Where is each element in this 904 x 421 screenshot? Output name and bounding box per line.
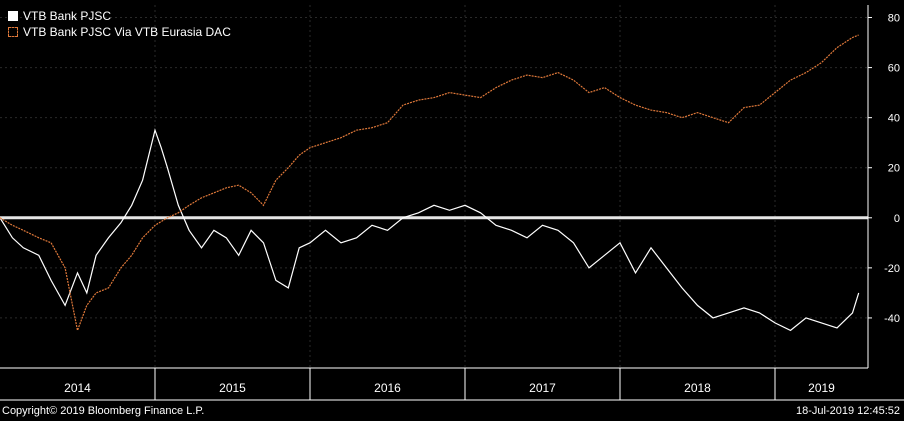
y-tick-label: 20 <box>888 163 900 175</box>
y-tick-label: -40 <box>884 313 900 325</box>
x-tick-label: 2019 <box>808 381 835 395</box>
legend-item-vtb-bank: VTB Bank PJSC <box>8 8 231 24</box>
legend-swatch-dashed <box>8 27 18 37</box>
x-tick-label: 2016 <box>374 381 401 395</box>
y-tick-label: 0 <box>894 213 900 225</box>
legend-label-vtb-bank: VTB Bank PJSC <box>23 9 112 23</box>
grid-lines <box>0 5 868 368</box>
y-tick-label: 60 <box>888 63 900 75</box>
x-tick-label: 2015 <box>219 381 246 395</box>
legend-label-vtb-eurasia: VTB Bank PJSC Via VTB Eurasia DAC <box>23 25 231 39</box>
series-lines <box>0 34 860 333</box>
legend-swatch-solid <box>8 11 18 21</box>
legend-item-vtb-eurasia: VTB Bank PJSC Via VTB Eurasia DAC <box>8 24 231 40</box>
y-tick-label: 40 <box>888 113 900 125</box>
legend: VTB Bank PJSC VTB Bank PJSC Via VTB Eura… <box>8 8 231 40</box>
x-tick-label: 2014 <box>64 381 91 395</box>
x-tick-label: 2017 <box>529 381 556 395</box>
y-tick-label: 80 <box>888 13 900 25</box>
timestamp-text: 18-Jul-2019 12:45:52 <box>796 405 900 417</box>
x-axis: 2014 2015 2016 2017 2018 2019 <box>0 367 904 401</box>
series-vtb-bank-line <box>0 128 860 332</box>
series-vtb-eurasia-line <box>0 34 859 333</box>
x-tick-label: 2018 <box>684 381 711 395</box>
y-axis: 80 60 40 20 0 -20 -40 <box>867 5 900 368</box>
y-tick-label: -20 <box>884 263 900 275</box>
copyright-text: Copyright© 2019 Bloomberg Finance L.P. <box>2 405 205 417</box>
